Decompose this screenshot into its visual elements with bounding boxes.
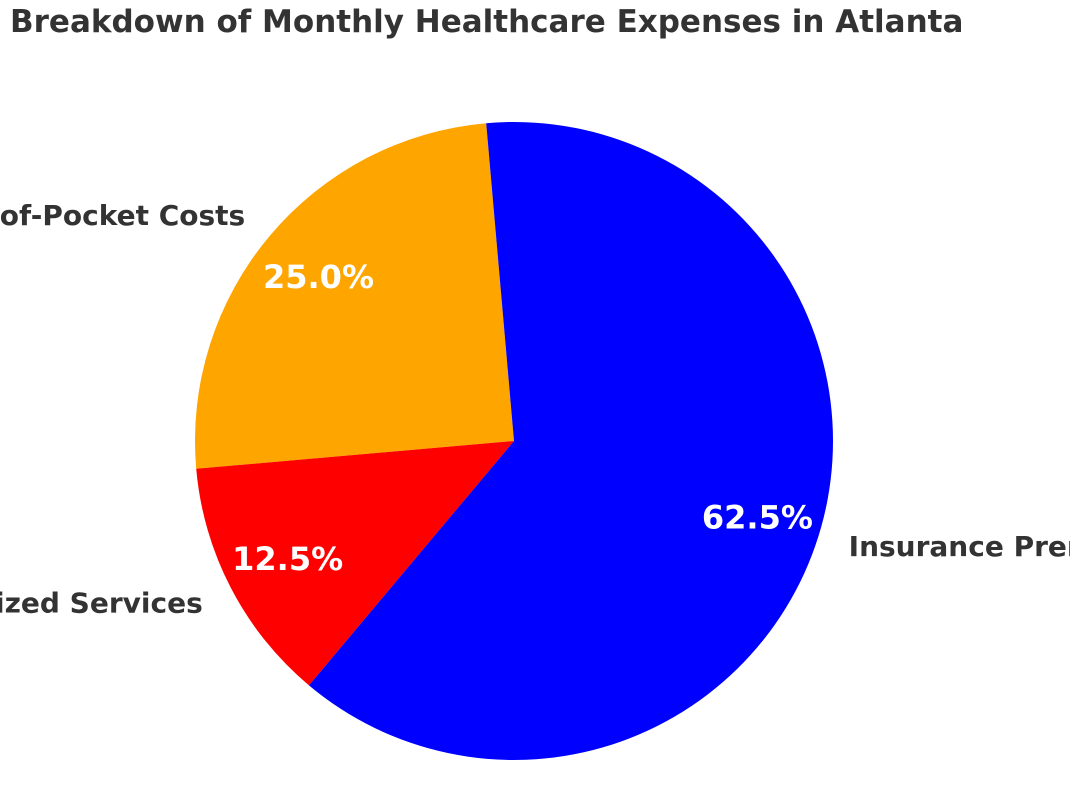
percentage-labels: 25.0% 12.5% 62.5% xyxy=(232,258,813,578)
pie-slice xyxy=(196,441,514,686)
percentage-label: 62.5% xyxy=(702,499,813,537)
category-label: Specialized Services xyxy=(0,587,203,620)
category-label: Out-of-Pocket Costs xyxy=(0,199,245,232)
category-label: Insurance Premiums xyxy=(849,530,1070,563)
pie-slices xyxy=(194,121,834,760)
percentage-label: 12.5% xyxy=(232,540,343,578)
pie-slice xyxy=(194,123,514,469)
chart-title: Breakdown of Monthly Healthcare Expenses… xyxy=(10,4,963,40)
pie-slice xyxy=(308,121,834,760)
category-labels: Out-of-Pocket Costs Specialized Services I… xyxy=(0,199,1070,620)
percentage-label: 25.0% xyxy=(263,258,374,296)
